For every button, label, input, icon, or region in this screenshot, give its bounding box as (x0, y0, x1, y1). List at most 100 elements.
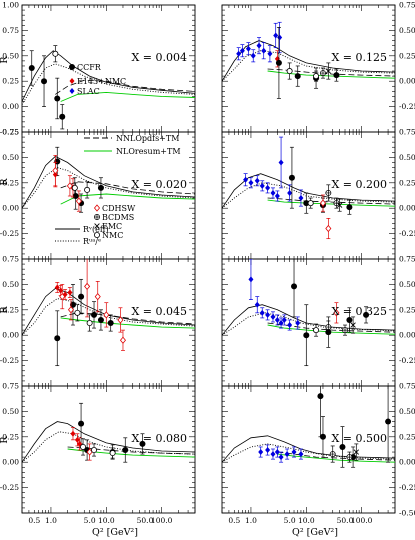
marker-diamond (278, 320, 284, 327)
curve-nnlo (277, 451, 395, 461)
panel-6: X = 0.325 (221, 258, 396, 387)
marker-nmc (71, 184, 78, 191)
x-tick-label: 10.0 (98, 516, 115, 525)
panel-1: X = 0.020 (21, 131, 196, 260)
panel-x-label: X = 0.500 (331, 432, 387, 445)
y-tick-label-right: 0.75 (399, 255, 415, 264)
marker-diamond (287, 189, 293, 196)
marker-diamond (74, 436, 80, 443)
marker-cdhsw (75, 197, 82, 205)
data-points (236, 21, 340, 99)
panel-x-label: X = 0.200 (331, 178, 387, 191)
y-axis-title: R (0, 436, 10, 444)
legend-label: NLOresum+TM (116, 147, 181, 156)
marker-ccfr (41, 78, 48, 85)
marker-diamond (274, 193, 280, 200)
marker-nmc (74, 309, 81, 316)
y-tick-label-right: 0.25 (399, 305, 415, 314)
y-tick-label: 0.00 (2, 331, 19, 340)
x-tick-label: 100.0 (351, 516, 373, 525)
panel-frame (221, 385, 396, 514)
marker-ccfr (363, 311, 370, 318)
legend-label: BCDMS (102, 213, 134, 222)
y-tick-label-right: 0.75 (399, 382, 415, 391)
marker-ccfr (303, 200, 310, 207)
marker-cdhsw (66, 182, 73, 190)
y-tick-label-right: 0.50 (399, 280, 415, 289)
marker-bcdms-plus (320, 70, 326, 76)
curve-nlo (267, 199, 395, 207)
panel-x-label: X = 0.004 (131, 51, 187, 64)
marker-cdhsw (333, 309, 340, 317)
y-tick-label-right: 0.00 (399, 331, 415, 340)
panel-frame (221, 4, 396, 133)
marker-cdhsw (325, 224, 332, 233)
y-tick-label: 0.00 (2, 458, 19, 467)
marker-ccfr (139, 440, 146, 447)
marker-ccfr (69, 301, 76, 308)
panel-0: X = 0.004 (21, 4, 196, 133)
data-points (248, 259, 370, 367)
curve-rueff (222, 312, 395, 336)
marker-diamond (250, 52, 256, 59)
x-tick-label: 1.0 (245, 516, 257, 525)
marker-diamond (270, 313, 276, 320)
y-tick-label: -0.25 (0, 356, 19, 365)
marker-bcdms-plus (325, 190, 331, 196)
y-tick-label: 0.25 (2, 77, 19, 86)
panel-x-label: X = 0.125 (331, 51, 387, 64)
panel-x-label: X = 0.325 (331, 305, 387, 318)
y-tick-label-right: 0.25 (399, 432, 415, 441)
marker-diamond (267, 50, 273, 57)
curve-nlo (267, 70, 395, 79)
y-tick-label-right: -0.25 (399, 356, 415, 365)
y-tick-label-right: 0.50 (399, 26, 415, 35)
marker-diamond (62, 291, 68, 298)
marker-diamond (248, 179, 254, 186)
curve-nlo (67, 448, 195, 458)
marker-cdhsw (319, 199, 326, 207)
y-tick-label-right: -0.25 (399, 483, 415, 492)
marker-ccfr (294, 73, 301, 80)
legend-label: SLAC (77, 87, 100, 96)
y-tick-label: -0.25 (0, 229, 19, 238)
marker-diamond (259, 309, 265, 316)
marker-nmc (313, 327, 320, 334)
marker-ccfr (317, 393, 324, 400)
curve-nnlo (267, 197, 395, 205)
marker-diamond (265, 447, 271, 454)
marker-diamond (295, 320, 301, 327)
legend-label: E143+NMC (77, 77, 126, 86)
marker-cdhsw (67, 306, 74, 314)
marker-cdhsw (52, 166, 59, 175)
panel-x-label: X = 0.080 (131, 432, 187, 445)
marker-diamond (69, 78, 75, 84)
curve-nlo (267, 324, 395, 335)
marker-ccfr (107, 320, 114, 327)
marker-cdhsw (93, 204, 101, 212)
marker-ccfr (59, 113, 66, 120)
marker-diamond (277, 34, 283, 41)
curve-nlo (60, 317, 195, 329)
marker-nmc (286, 68, 293, 75)
curve-reff (222, 304, 395, 336)
y-tick-label: 0.25 (2, 178, 19, 187)
marker-diamond (239, 47, 245, 54)
marker-diamond (258, 449, 264, 456)
marker-cdhsw (103, 311, 110, 319)
legend-label: CDHSW (102, 204, 136, 213)
y-tick-label: 0.50 (2, 153, 19, 162)
marker-ccfr (122, 447, 129, 454)
marker-bcdms-plus (330, 451, 336, 457)
marker-diamond (270, 189, 276, 196)
marker-ccfr (346, 316, 353, 323)
y-tick-label-right: 0.75 (399, 128, 415, 137)
marker-ccfr (97, 184, 104, 191)
marker-bcdms-plus (94, 214, 100, 220)
marker-bcdms-plus (342, 327, 348, 333)
marker-nmc (313, 73, 320, 80)
x-tick-label: 0.5 (228, 516, 240, 525)
marker-ccfr (72, 193, 79, 200)
marker-nmc (52, 50, 59, 57)
y-tick-label: 0.75 (2, 382, 19, 391)
